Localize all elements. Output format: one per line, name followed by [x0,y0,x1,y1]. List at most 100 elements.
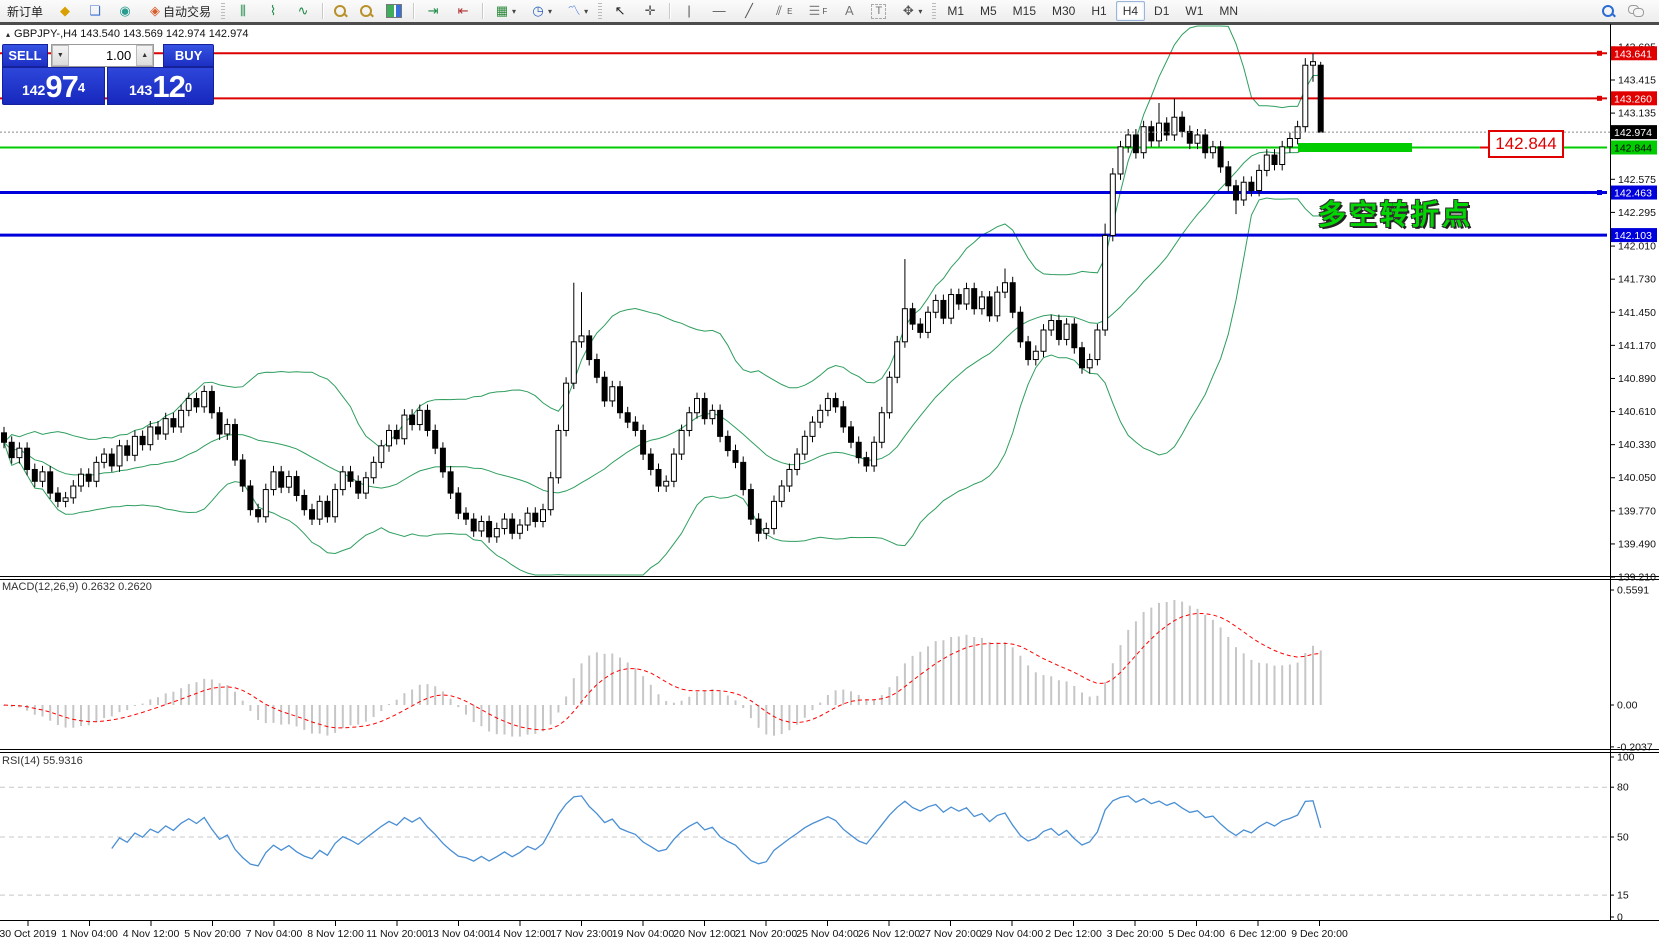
crosshair-icon: ✛ [644,3,656,18]
svg-text:50: 50 [1617,832,1629,844]
search-button[interactable] [1596,0,1620,22]
price-callout-box[interactable]: 142.844 [1488,130,1564,158]
seal-icon[interactable]: ◆ [51,0,79,22]
buy-price-button[interactable]: 143 12 0 [107,67,214,105]
svg-text:142.974: 142.974 [1614,127,1652,139]
macd-axis: 0.5591 0.00 -0.2037 [1610,584,1653,753]
hline-button[interactable]: — [705,0,733,22]
svg-text:143.415: 143.415 [1618,75,1656,87]
svg-text:140.050: 140.050 [1618,472,1656,484]
chevron-down-icon: ▾ [918,6,923,16]
new-order-button[interactable]: 新订单 [7,4,44,19]
timeframe-button-w1[interactable]: W1 [1185,4,1204,18]
timeframe-button-m1[interactable]: M1 [947,4,964,18]
price-axis-badges: 143.641 143.260 142.974 142.844 142.463 142.1… [1611,46,1657,243]
timeframe-button-h4[interactable]: H4 [1115,1,1146,21]
chat-button[interactable] [1622,0,1650,22]
svg-text:80: 80 [1617,782,1629,794]
vertical-line-icon: | [687,3,691,18]
zoom-out-button[interactable] [354,0,378,22]
toolbar-separator [669,3,671,19]
crosshair-button[interactable]: ✛ [636,0,664,22]
toolbar-right-group [1595,0,1651,22]
auto-trading-label: 自动交易 [163,4,212,19]
rsi-label: RSI(14) 55.9316 [2,755,83,767]
svg-text:140.330: 140.330 [1618,439,1656,451]
svg-text:20 Nov 12:00: 20 Nov 12:00 [673,928,736,940]
sell-price-button[interactable]: 142 97 4 [2,67,106,105]
symbol-quote-line: ▴ GBPJPY-,H4 143.540 143.569 142.974 142… [6,28,248,40]
timeframe-button-m5[interactable]: M5 [980,4,997,18]
cursor-icon: ↖ [614,3,626,18]
svg-text:7 Nov 04:00: 7 Nov 04:00 [246,928,303,940]
trade-panel-price-row: 142 97 4 143 12 0 [2,67,214,105]
chart-shift-button[interactable]: ⇤ [449,0,477,22]
period-button[interactable]: ◷ ▾ [524,0,558,22]
rsi-axis: 100 80 50 15 0 [1610,752,1635,924]
zoom-in-icon [334,5,347,17]
rsi-levels [0,786,1610,896]
auto-trading-button[interactable]: ◈ 自动交易 [141,0,217,22]
svg-text:0: 0 [1617,912,1623,924]
text-label-button[interactable]: T [865,0,892,22]
text-button[interactable]: A [835,0,863,22]
auto-scroll-button[interactable]: ⇥ [419,0,447,22]
tile-windows-button[interactable] [380,0,408,22]
timeframe-button-mn[interactable]: MN [1219,4,1239,18]
chat-bubbles-icon [1628,5,1644,17]
toolbar-grip [932,3,937,19]
fibo-letter: F [822,6,828,16]
trendline-button[interactable]: ╱ [735,0,763,22]
svg-text:140.890: 140.890 [1618,373,1656,385]
sell-button[interactable]: SELL [2,44,48,67]
svg-text:-0.2037: -0.2037 [1617,741,1653,753]
cursor-button[interactable]: ↖ [606,0,634,22]
volume-decrease-button[interactable]: ▼ [51,45,69,66]
svg-text:139.210: 139.210 [1618,572,1656,584]
vline-button[interactable]: | [675,0,703,22]
timeframe-button-m30[interactable]: M30 [1052,4,1076,18]
timeframe-button-d1[interactable]: D1 [1154,4,1170,18]
collapse-arrow-icon: ▴ [6,29,11,39]
toolbar-separator [482,3,484,19]
timeframe-button-m15[interactable]: M15 [1012,4,1037,18]
pane-frames [0,24,1659,921]
search-icon [1602,5,1614,17]
channel-button[interactable]: ⫽ E [765,0,798,22]
svg-text:139.490: 139.490 [1618,538,1656,550]
new-chart-button[interactable]: ▦ ▾ [488,0,522,22]
candlestick-series [1,53,1324,543]
volume-value[interactable]: 1.00 [105,48,132,63]
signal-icon: ◉ [119,3,131,18]
svg-text:9 Dec 20:00: 9 Dec 20:00 [1291,928,1348,940]
zoom-out-icon [360,5,373,17]
svg-text:139.770: 139.770 [1618,505,1656,517]
toolbar-separator [322,3,324,19]
window-border [0,22,1659,25]
bar-chart-button[interactable]: ⫼ [229,0,257,22]
svg-text:141.730: 141.730 [1618,274,1656,286]
horizontal-level-lines[interactable] [0,50,1607,237]
bollinger-bands [3,25,1321,576]
text-label-icon: T [871,3,887,19]
buy-button[interactable]: BUY [163,44,215,67]
timeframe-button-h1[interactable]: H1 [1091,4,1107,18]
toolbar-grip [221,3,226,19]
signals-button[interactable]: ◉ [111,0,139,22]
volume-increase-button[interactable]: ▲ [136,45,154,66]
svg-text:26 Nov 12:00: 26 Nov 12:00 [858,928,921,940]
svg-text:27 Nov 20:00: 27 Nov 20:00 [919,928,982,940]
bar-chart-icon: ⫼ [240,3,247,18]
zoom-in-button[interactable] [328,0,352,22]
svg-text:142.295: 142.295 [1618,207,1656,219]
arrows-button[interactable]: ✥ ▾ [894,0,928,22]
fibonacci-button[interactable]: ☰ F [800,0,833,22]
indicators-button[interactable]: 〽 ▾ [560,0,594,22]
market-watch-button[interactable]: ❏ [81,0,109,22]
annotation-text[interactable]: 多空转折点 [1318,199,1474,230]
svg-text:25 Nov 04:00: 25 Nov 04:00 [796,928,859,940]
candle-chart-button[interactable]: ⌇ [259,0,287,22]
line-chart-button[interactable]: ∿ [289,0,317,22]
macd-label: MACD(12,26,9) 0.2632 0.2620 [2,581,152,593]
